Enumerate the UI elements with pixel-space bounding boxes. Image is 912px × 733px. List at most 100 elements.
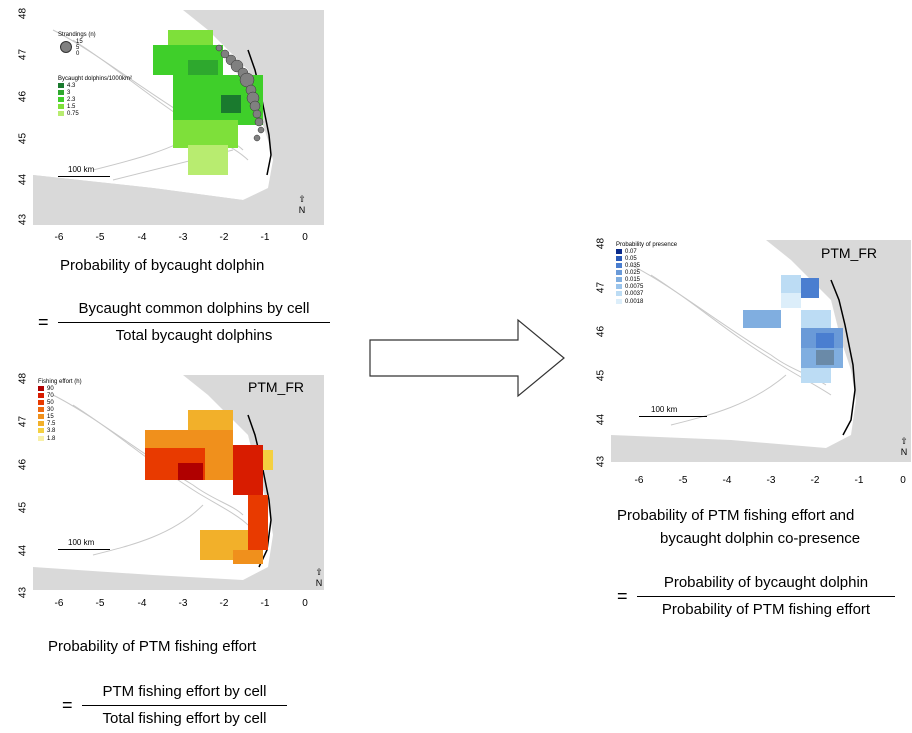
- legend-swatch: [616, 277, 622, 283]
- legend-item: 3.8: [38, 428, 82, 435]
- north-arrow-icon: ⇧ N: [315, 567, 323, 588]
- bycatch-cell: [221, 95, 241, 113]
- legend-item: 3: [58, 90, 132, 97]
- legend-item: 0.0018: [616, 298, 677, 306]
- legend-swatch: [38, 400, 44, 406]
- ptm-label: PTM_FR: [821, 245, 877, 261]
- legend-item: 4.3: [58, 83, 132, 90]
- copresence-map: Probability of presence 0.07 0.05 0.035 0.0…: [611, 240, 911, 462]
- legend-swatch: [58, 97, 64, 103]
- legend-item: 1.5: [58, 104, 132, 111]
- legend-label: 0.0018: [625, 298, 644, 305]
- copresence-cell: [781, 275, 801, 293]
- effort-cell: [248, 495, 268, 550]
- bycatch-formula: = Bycaught common dolphins by cell Total…: [38, 300, 338, 348]
- scale-bar: 100 km: [639, 405, 711, 419]
- legend-swatch: [616, 256, 622, 262]
- legend-label: 0.035: [625, 263, 641, 270]
- copresence-cell: [801, 368, 831, 383]
- legend-label: 3.8: [47, 428, 56, 435]
- legend-swatch: [58, 111, 64, 117]
- copresence-cell: [816, 350, 834, 365]
- presence-legend: Probability of presence 0.07 0.05 0.035 0.0…: [616, 242, 678, 306]
- legend-item: 7.5: [38, 421, 82, 428]
- effort-cell: [233, 550, 263, 564]
- stranding-size-icon: [60, 41, 72, 53]
- strandings-graphic: [215, 44, 265, 142]
- legend-item: 2.3: [58, 97, 132, 104]
- scale-bar: 100 km: [58, 165, 118, 179]
- legend-label: 7.5: [47, 421, 56, 428]
- legend-label: 3: [67, 90, 71, 97]
- copresence-caption-line2: bycaught dolphin co-presence: [660, 530, 861, 547]
- legend-label: 0.75: [67, 111, 79, 118]
- legend-item: 0.05: [616, 256, 677, 263]
- effort-legend: Fishing effort (h) 90 70 50 30 15 7.5 3.8 1.8: [38, 379, 82, 443]
- legend-item: 0.015: [616, 277, 677, 284]
- legend-swatch: [38, 386, 44, 391]
- legend-item: 1.8: [38, 435, 82, 443]
- legend-swatch: [616, 284, 622, 290]
- flow-arrow-icon: [369, 318, 565, 398]
- legend-label: 0.0075: [625, 284, 644, 291]
- legend-label: 0.025: [625, 270, 641, 277]
- legend-swatch: [58, 90, 64, 96]
- bycatch-map: Strandings (n) 15 5 0 Bycaught dolphins/…: [33, 10, 324, 225]
- north-arrow-icon: ⇧ N: [298, 194, 306, 215]
- legend-label: 15: [47, 414, 54, 421]
- bycatch-caption: Probability of bycaught dolphin: [60, 257, 265, 274]
- legend-swatch: [58, 83, 64, 88]
- effort-cell: [178, 463, 203, 480]
- bycatch-legend: Bycaught dolphins/1000km² 4.3 3 2.3 1.5 0.75: [58, 76, 133, 118]
- copresence-cell: [816, 333, 834, 348]
- legend-item: 0.025: [616, 270, 677, 277]
- legend-swatch: [616, 291, 622, 297]
- effort-cell: [205, 448, 233, 480]
- effort-cell: [263, 450, 273, 470]
- effort-formula: = PTM fishing effort by cell Total fishi…: [62, 683, 302, 731]
- effort-cell: [188, 410, 233, 430]
- ptm-label: PTM_FR: [248, 379, 304, 395]
- legend-label: 2.3: [67, 97, 76, 104]
- legend-swatch: [616, 263, 622, 269]
- legend-label: 90: [47, 386, 54, 393]
- legend-item: 90: [38, 386, 82, 393]
- legend-item: 0.07: [616, 249, 677, 256]
- legend-item: 0.035: [616, 263, 677, 270]
- legend-label: 4.3: [67, 83, 76, 90]
- legend-swatch: [38, 428, 44, 434]
- legend-label: 0.07: [625, 249, 637, 256]
- legend-label: 0.05: [625, 256, 637, 263]
- copresence-cell: [801, 310, 831, 328]
- strandings-legend: Strandings (n) 15 5 0: [58, 32, 96, 57]
- legend-item: 50: [38, 400, 82, 407]
- legend-label: 0.015: [625, 277, 641, 284]
- legend-label: 50: [47, 400, 54, 407]
- legend-swatch: [616, 270, 622, 276]
- legend-item: 15: [38, 414, 82, 421]
- north-arrow-icon: ⇧ N: [900, 436, 908, 457]
- legend-swatch: [38, 421, 44, 427]
- legend-item: 0.0075: [616, 284, 677, 291]
- legend-label: 70: [47, 393, 54, 400]
- bycatch-cell: [173, 120, 238, 148]
- legend-label: 1.8: [47, 435, 56, 442]
- effort-cell: [233, 445, 263, 495]
- legend-item: 0.0037: [616, 291, 677, 298]
- legend-swatch: [38, 414, 44, 420]
- fishing-effort-map: Fishing effort (h) 90 70 50 30 15 7.5 3.8 1.8 P…: [33, 375, 324, 590]
- copresence-cell: [801, 278, 819, 298]
- legend-swatch: [58, 104, 64, 110]
- legend-label: 0.0037: [625, 291, 644, 298]
- scale-bar: 100 km: [58, 538, 118, 552]
- legend-item: 70: [38, 393, 82, 400]
- legend-swatch: [616, 298, 622, 304]
- copresence-cell: [781, 293, 801, 308]
- legend-label: 1.5: [67, 104, 76, 111]
- legend-item: 0.75: [58, 111, 132, 118]
- effort-cell: [145, 430, 233, 448]
- copresence-caption-line1: Probability of PTM fishing effort and: [617, 507, 855, 524]
- legend-swatch: [38, 435, 44, 441]
- legend-swatch: [38, 393, 44, 399]
- copresence-cell: [743, 310, 781, 328]
